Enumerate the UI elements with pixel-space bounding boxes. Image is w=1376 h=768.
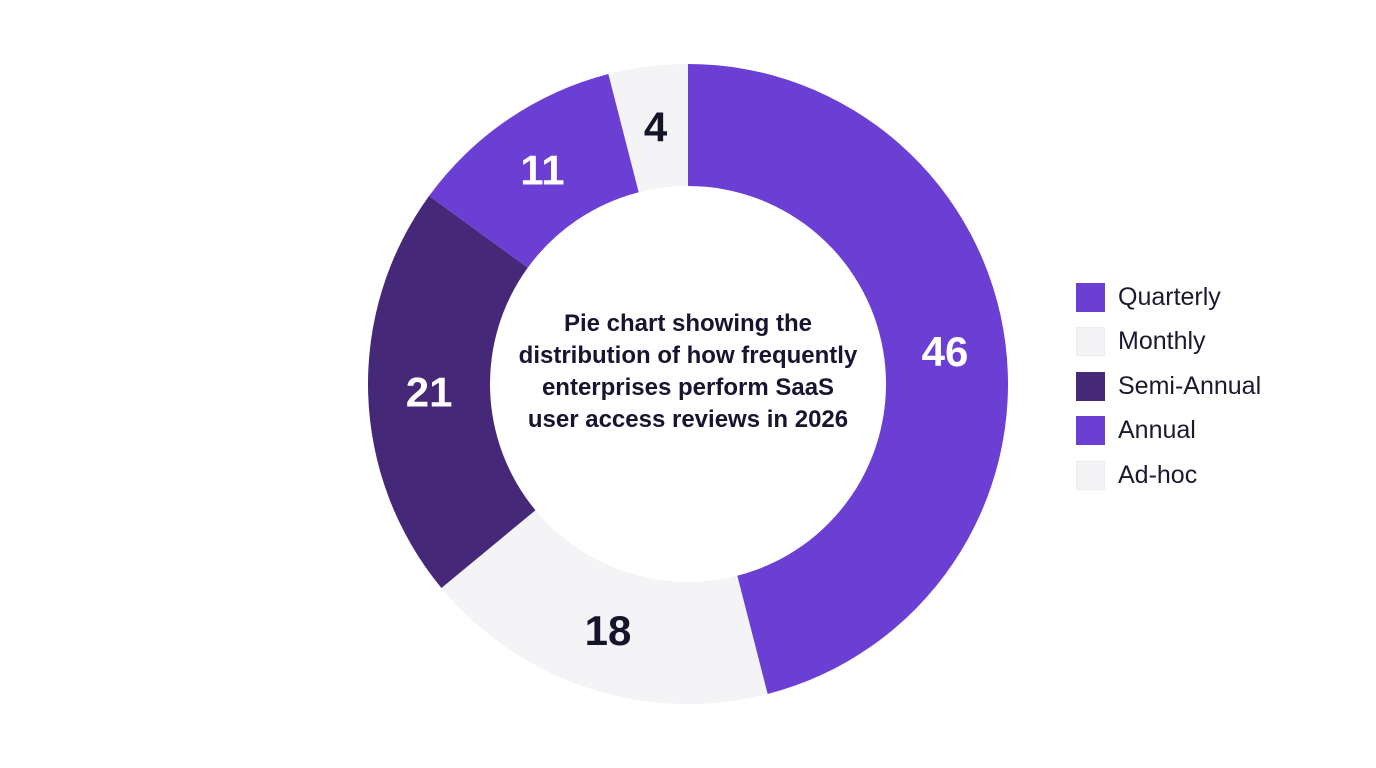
legend-swatch: [1076, 371, 1105, 401]
data-label-annual: 11: [520, 146, 564, 193]
legend-item-monthly: Monthly: [1076, 320, 1366, 365]
legend-swatch: [1076, 416, 1105, 446]
legend-item-ad-hoc: Ad-hoc: [1076, 453, 1366, 498]
legend-swatch: [1076, 460, 1105, 490]
legend-swatch: [1076, 327, 1105, 357]
data-label-quarterly: 46: [922, 328, 969, 375]
legend-swatch: [1076, 282, 1105, 312]
legend-label: Annual: [1118, 416, 1196, 445]
legend-label: Monthly: [1118, 327, 1206, 356]
legend-label: Semi-Annual: [1118, 371, 1262, 400]
legend-item-annual: Annual: [1076, 409, 1366, 454]
pie-slice-semi-annual: [368, 195, 536, 588]
data-label-monthly: 18: [585, 607, 632, 654]
pie-slice-annual: [429, 74, 639, 268]
legend-item-quarterly: Quarterly: [1076, 275, 1366, 320]
pie-slice-ad-hoc: [608, 64, 688, 193]
legend-item-semi-annual: Semi-Annual: [1076, 364, 1366, 409]
chart-legend: Quarterly Monthly Semi-Annual Annual Ad-hoc: [1076, 275, 1366, 498]
data-label-ad-hoc: 4: [644, 104, 668, 151]
legend-label: Ad-hoc: [1118, 460, 1198, 489]
pie-slice-monthly: [441, 510, 768, 704]
data-label-semi-annual: 21: [406, 369, 453, 416]
pie-slice-quarterly: [688, 64, 1008, 694]
chart-title: Pie chart showing the distribution of ho…: [518, 310, 858, 433]
legend-label: Quarterly: [1118, 282, 1221, 311]
